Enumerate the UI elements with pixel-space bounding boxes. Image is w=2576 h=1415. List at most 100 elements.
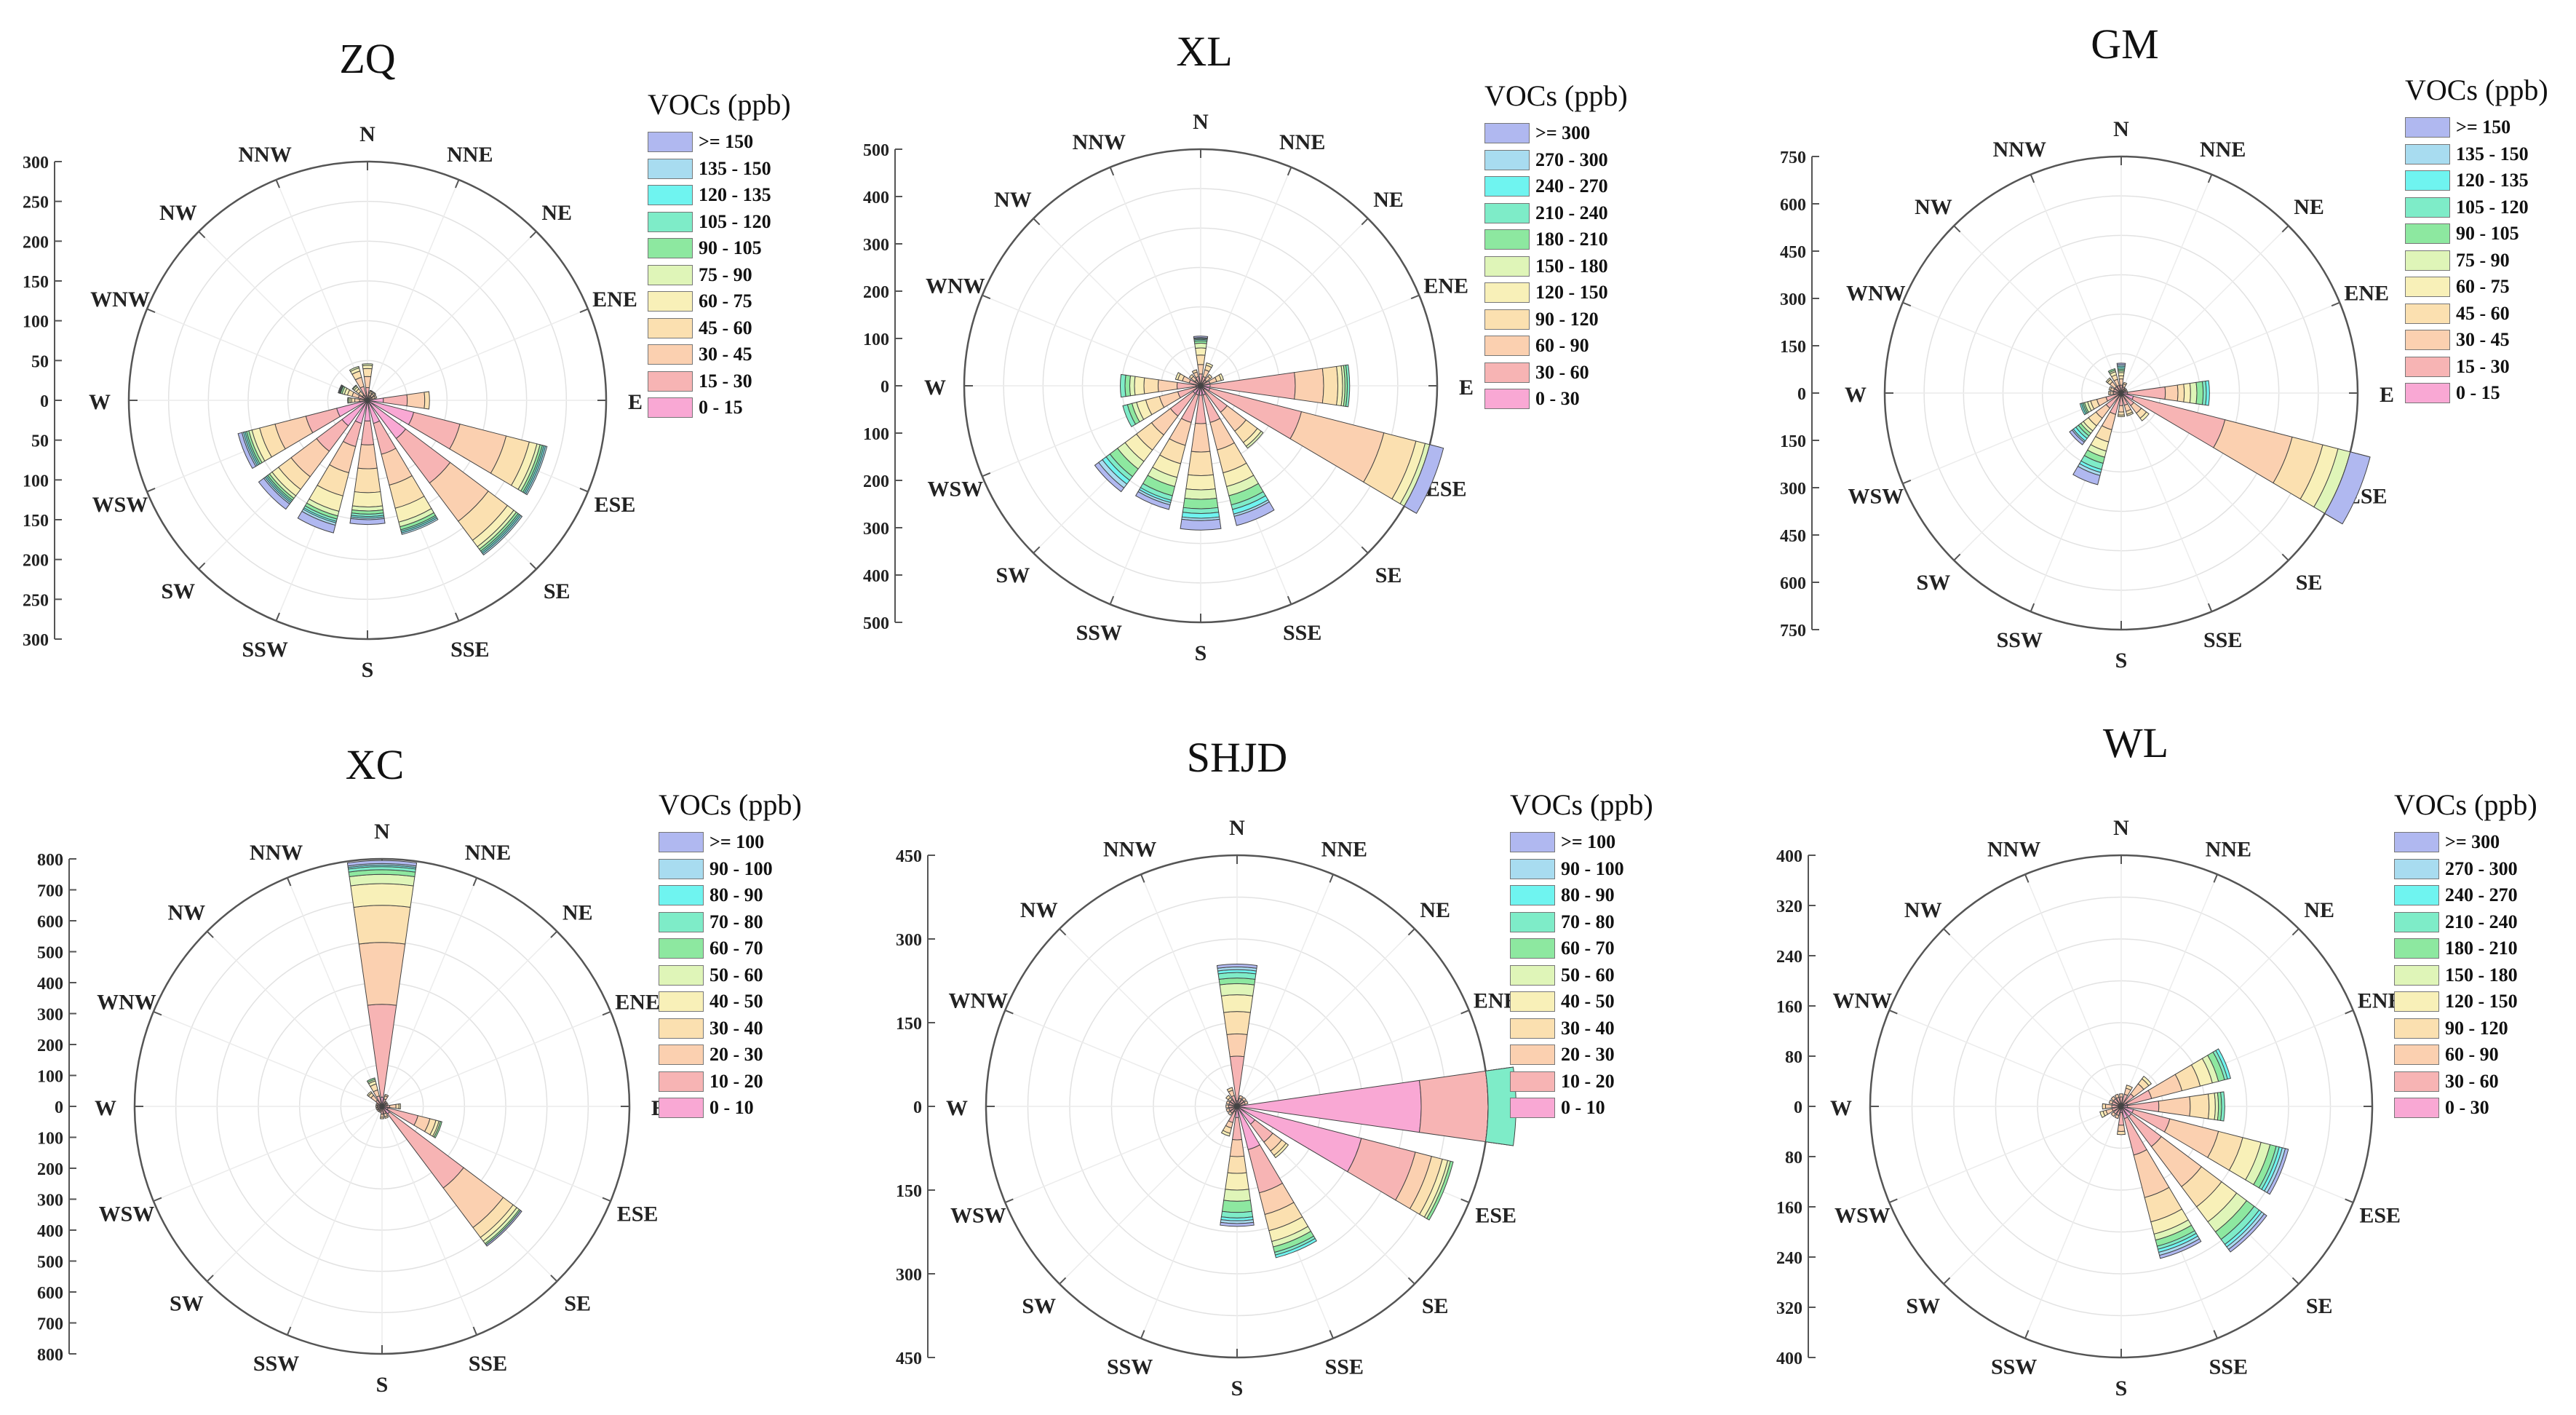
legend-swatch [648, 264, 693, 285]
grid-spoke [275, 179, 368, 401]
direction-label-n: N [374, 820, 390, 844]
legend-swatch [648, 211, 693, 232]
rose-segment-se-bin10 [485, 1210, 522, 1247]
rose-segment-w-bin4 [1134, 376, 1145, 396]
direction-label-s: S [362, 658, 374, 682]
windrose-panel-zq: ZQ N NNE NE ENE E ESE SE SSE S SSW SW WSW W WNW NW NNW 30… [23, 35, 643, 682]
direction-tick [1033, 546, 1041, 554]
legend-item: 0 - 15 [2405, 380, 2548, 407]
legend-swatch [1510, 1098, 1555, 1119]
legend-swatch [659, 1071, 704, 1092]
legend-label: 120 - 135 [699, 184, 771, 206]
legend-swatch [2405, 250, 2450, 271]
rose-segment-wnw-bin2 [2108, 1099, 2114, 1105]
rose-segment-s-bin10 [349, 518, 386, 525]
direction-label-s: S [2115, 1376, 2128, 1400]
legend-swatch [659, 885, 704, 906]
legend-label: 90 - 120 [1535, 308, 1599, 330]
rose-segment-se-bin4 [2139, 411, 2150, 421]
direction-label-w: W [1845, 383, 1867, 407]
rose-segment-s-bin2 [2118, 405, 2125, 413]
legend-swatch [2394, 1098, 2439, 1119]
rose-segment-wsw-bin4 [2099, 1110, 2106, 1119]
legend-swatch [1510, 1045, 1555, 1066]
grid-spoke [367, 179, 460, 401]
direction-label-nnw: NNW [1103, 837, 1156, 861]
legend-swatch [1484, 389, 1530, 410]
radial-tick-label: 250 [23, 194, 49, 213]
rose-segment-ene-bin8 [2215, 1048, 2231, 1080]
rose-segment-wsw-bin7 [1122, 404, 1137, 427]
legend-label: 240 - 270 [2445, 884, 2518, 906]
rose-segment-nne-bin3 [2123, 381, 2128, 386]
direction-tick [198, 231, 206, 239]
direction-label-se: SE [2306, 1294, 2333, 1318]
legend-swatch [1510, 991, 1555, 1012]
legend-item: 15 - 30 [648, 368, 791, 395]
legend-item: 70 - 80 [659, 909, 802, 936]
grid-spoke [1902, 301, 2122, 394]
grid-spoke [1943, 1106, 2122, 1285]
rose-segment-n-bin7 [1217, 972, 1257, 980]
legend-label: 10 - 20 [709, 1070, 763, 1092]
radial-tick-label: 80 [1785, 1149, 1802, 1168]
legend-swatch [648, 370, 693, 392]
grid-spoke [2120, 928, 2299, 1107]
direction-label-sw: SW [1906, 1294, 1940, 1318]
direction-label-se: SE [564, 1292, 591, 1316]
rose-segment-s-bin5 [1223, 1189, 1251, 1202]
radial-tick-label: 600 [1780, 196, 1806, 215]
legend-swatch [2394, 1045, 2439, 1066]
legend-item: 60 - 70 [659, 935, 802, 962]
direction-label-wnw: WNW [926, 274, 985, 298]
legend-item: 150 - 180 [2394, 962, 2537, 989]
legend-label: 150 - 180 [2445, 964, 2518, 986]
legend-label: 20 - 30 [709, 1044, 763, 1066]
rose-segment-w-bin3 [1143, 377, 1159, 395]
panel-title: GM [2091, 20, 2158, 68]
direction-tick [529, 562, 537, 570]
rose-segment-sw-bin10 [258, 477, 290, 510]
legend-label: 270 - 300 [2445, 857, 2518, 879]
direction-label-w: W [1830, 1096, 1852, 1120]
legend-item: 90 - 120 [1484, 306, 1628, 333]
rose-segment-n-bin4 [350, 883, 414, 908]
rose-segment-e-bin2 [1294, 368, 1324, 404]
rose-segment-nnw-bin5 [349, 365, 360, 373]
legend-item: 180 - 210 [1484, 226, 1628, 253]
legend-item: 45 - 60 [2405, 301, 2548, 328]
radial-tick-label: 80 [1785, 1048, 1802, 1067]
legend: VOCs (ppb) >= 150 135 - 150 120 - 135 105 - … [2405, 73, 2548, 407]
direction-tick [579, 308, 589, 313]
legend-item: 0 - 10 [659, 1095, 802, 1122]
legend-swatch [648, 291, 693, 312]
radial-tick-label: 400 [1776, 1349, 1802, 1368]
legend-swatch [659, 1018, 704, 1039]
legend-label: 30 - 45 [2456, 329, 2510, 351]
grid-spoke [381, 1106, 477, 1336]
rose-segment-sse-bin3 [384, 1115, 389, 1119]
legend-swatch [2394, 964, 2439, 986]
rose-segment-s-bin3 [2118, 411, 2125, 416]
legend-label: 120 - 150 [2445, 991, 2518, 1012]
windrose-panel-xc: XCNNNENEENEEESESESSESSSWSWWSWWWNWNWNNW80… [37, 741, 666, 1397]
radial-tick-label: 50 [31, 432, 49, 451]
direction-tick [1004, 1198, 1014, 1203]
radial-tick-label: 750 [1780, 148, 1806, 167]
panel-title: ZQ [339, 35, 395, 82]
direction-label-nnw: NNW [1993, 138, 2046, 162]
legend-title: VOCs (ppb) [2405, 74, 2548, 106]
legend-swatch [2405, 117, 2450, 138]
direction-label-w: W [95, 1096, 116, 1120]
legend-label: 90 - 100 [709, 857, 773, 879]
radial-tick-label: 0 [40, 392, 49, 411]
rose-segment-e-bin1 [1418, 1070, 1489, 1143]
legend-swatch [648, 344, 693, 365]
rose-segment-s-bin10 [1180, 518, 1222, 531]
direction-tick [1902, 301, 1912, 307]
rose-segment-nw-bin2 [2110, 1095, 2116, 1101]
legend-swatch [2394, 1018, 2439, 1039]
rose-segment-n-bin5 [1194, 343, 1207, 349]
rose-segment-nne-bin3 [2125, 1085, 2134, 1091]
grid-spoke [1888, 1106, 2122, 1203]
